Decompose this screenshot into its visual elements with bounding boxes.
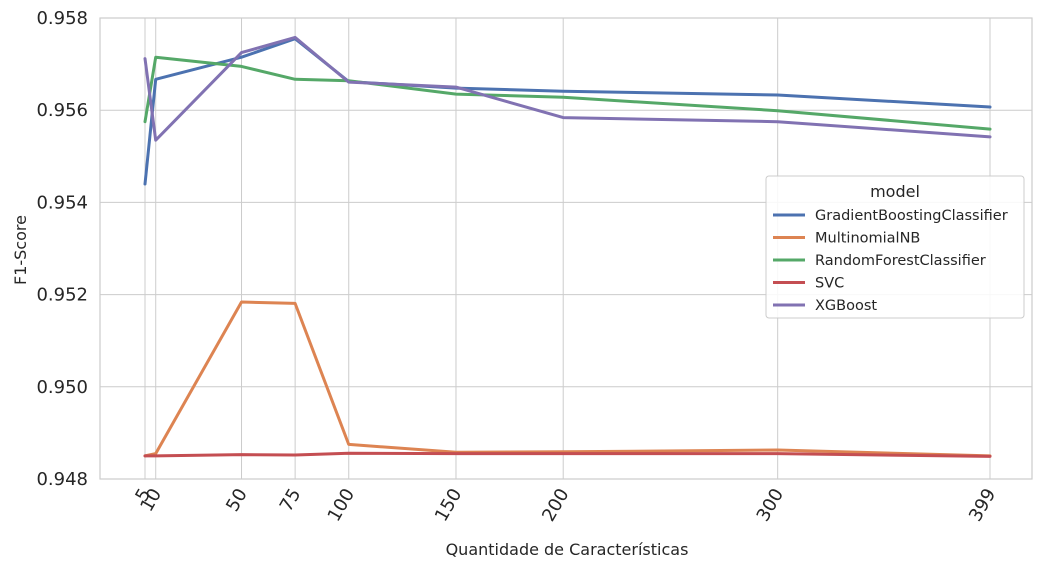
legend: model GradientBoostingClassifier Multinom… xyxy=(765,175,1025,319)
x-axis-label: Quantidade de Características xyxy=(446,540,689,559)
legend-label-gradientboostingclassifier: GradientBoostingClassifier xyxy=(815,208,1008,224)
legend-title: model xyxy=(870,182,920,201)
x-tick-label: 100 xyxy=(324,485,359,525)
x-tick-label: 50 xyxy=(222,485,252,515)
legend-label-multinomialnb: MultinomialNB xyxy=(815,231,920,247)
series-layer xyxy=(143,35,992,458)
x-tick-label: 150 xyxy=(431,485,466,525)
legend-label-randomforestclassifier: RandomForestClassifier xyxy=(815,253,986,269)
legend-label-xgboost: XGBoost xyxy=(815,298,877,314)
series-line-multinomialnb xyxy=(143,300,992,458)
y-tick-label: 0.948 xyxy=(36,469,88,490)
legend-label-svc: SVC xyxy=(815,276,844,292)
x-tick-label: 200 xyxy=(538,485,573,525)
x-tick-label: 300 xyxy=(753,485,788,525)
legend-box xyxy=(765,175,1025,319)
legend-items: GradientBoostingClassifier MultinomialNB R… xyxy=(773,208,1008,314)
series-line-xgboost xyxy=(143,35,992,142)
y-axis-label: F1-Score xyxy=(11,215,30,285)
y-tick-label: 0.952 xyxy=(36,285,88,306)
y-tick-label: 0.956 xyxy=(36,100,88,121)
y-tick-label: 0.958 xyxy=(36,8,88,29)
series-line-svc xyxy=(143,451,992,458)
series-line-gradientboostingclassifier xyxy=(143,37,992,186)
y-tick-label: 0.950 xyxy=(36,377,88,398)
y-tick-label: 0.954 xyxy=(36,192,88,213)
x-tick-label: 399 xyxy=(965,485,1000,525)
plot-frame xyxy=(99,17,1033,480)
x-tick-label: 75 xyxy=(276,485,306,515)
